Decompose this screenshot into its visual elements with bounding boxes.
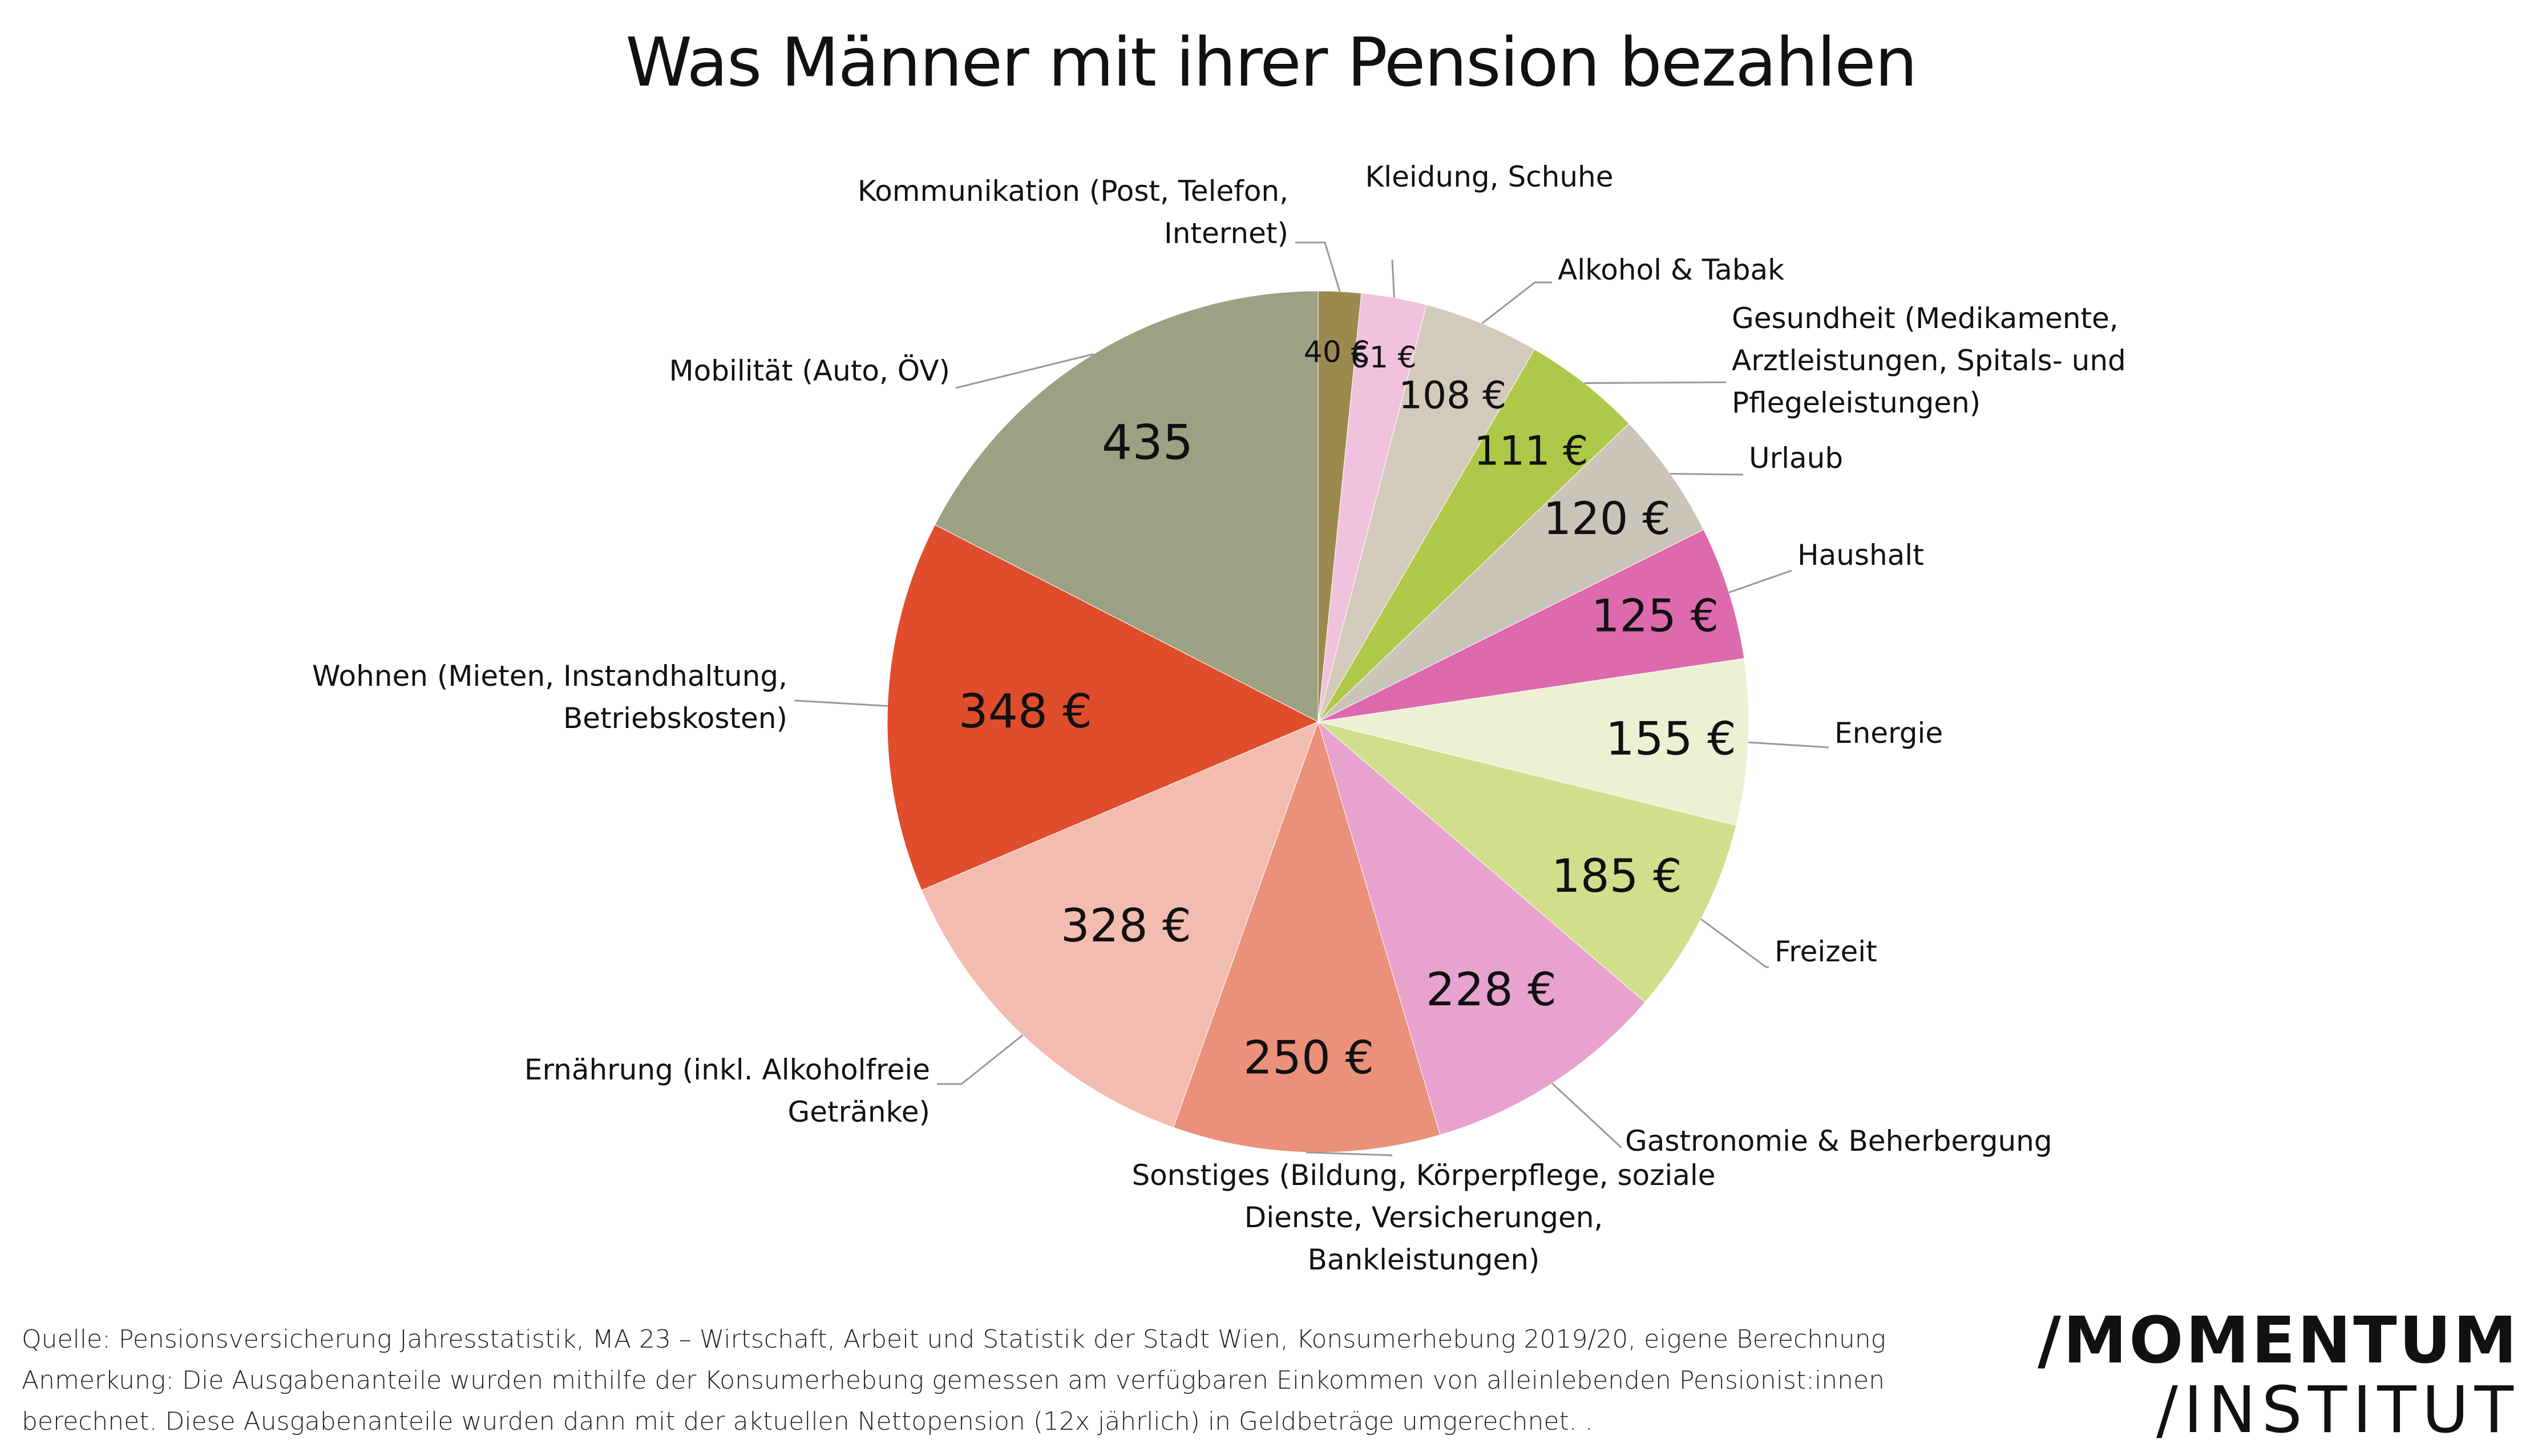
leader-line <box>1551 1082 1623 1148</box>
leader-line <box>1670 472 1744 476</box>
pie-slice <box>1318 304 1535 722</box>
leader-line <box>794 699 888 707</box>
slice-value-label: 111 € <box>1474 428 1588 475</box>
slice-value-label: 125 € <box>1591 591 1719 642</box>
slice-value-label: 120 € <box>1543 494 1671 545</box>
pie-slice <box>1318 721 1646 1135</box>
momentum-institut-logo: /MOMENTUM /INSTITUT <box>2038 1307 2519 1446</box>
source-note: Quelle: Pensionsversicherung Jahresstati… <box>22 1325 1886 1354</box>
slice-category-label: Sonstiges (Bildung, Körperpflege, sozial… <box>1131 1159 1715 1276</box>
remark-note-line-2: berechnet. Diese Ausgabenanteile wurden … <box>22 1407 1593 1436</box>
slice-value-label: 435 <box>1102 415 1193 471</box>
slice-value-label: 250 € <box>1243 1032 1374 1085</box>
leader-line <box>955 353 1094 389</box>
slice-value-label: 348 € <box>959 685 1093 739</box>
slice-value-label: 185 € <box>1551 850 1682 903</box>
remark-note-line-1: Anmerkung: Die Ausgabenanteile wurden mi… <box>22 1366 1885 1395</box>
logo-line-2: /INSTITUT <box>2156 1373 2519 1447</box>
leader-line <box>1700 918 1769 968</box>
slice-category-label: Ernährung (inkl. Alkoholfreie Getränke) <box>524 1053 930 1129</box>
pie-slice <box>1318 529 1745 722</box>
footer-notes: Quelle: Pensionsversicherung Jahresstati… <box>22 1319 1905 1442</box>
slice-category-label: Wohnen (Mieten, Instandhaltung, Betriebsk… <box>312 660 787 735</box>
chart-title: Was Männer mit ihrer Pension bezahlen <box>625 23 1917 102</box>
slice-category-label: Energie <box>1834 717 1943 750</box>
slice-category-label: Kleidung, Schuhe <box>1365 160 1613 193</box>
leader-line <box>1584 381 1727 385</box>
slice-value-label: 108 € <box>1399 374 1506 418</box>
slice-category-label: Urlaub <box>1749 442 1843 475</box>
slice-category-label: Freizeit <box>1775 935 1877 968</box>
pie-slices <box>887 290 1749 1153</box>
pie-slice <box>1318 658 1749 826</box>
slice-value-label: 40 € <box>1304 335 1370 370</box>
slice-value-label: 228 € <box>1426 963 1557 1016</box>
slice-value-label: 61 € <box>1351 341 1417 375</box>
leader-line <box>937 1034 1024 1085</box>
leader-line <box>1306 1151 1393 1156</box>
slice-category-label: Mobilität (Auto, ÖV) <box>669 354 950 387</box>
pie-slice <box>934 290 1319 722</box>
logo-line-1: /MOMENTUM <box>2037 1304 2519 1378</box>
value-labels: 40 €61 €108 € 111 € 120 € 125 € 155 € 185 € 22… <box>959 335 1736 1085</box>
slice-category-label: Alkohol & Tabak <box>1558 253 1784 286</box>
leader-line <box>1391 259 1395 298</box>
leader-lines <box>794 241 1829 1156</box>
slice-value-label: 155 € <box>1606 713 1736 766</box>
leader-line <box>1481 281 1552 325</box>
slice-category-label: Kommunikation (Post, Telefon, Internet) <box>858 175 1288 250</box>
leader-line <box>1748 741 1829 749</box>
slice-category-label: Gastronomie & Beherbergung <box>1625 1125 2052 1158</box>
slice-category-label: Haushalt <box>1797 539 1924 572</box>
leader-line <box>1295 241 1341 292</box>
pie-slice <box>887 524 1319 891</box>
leader-line <box>1728 569 1792 593</box>
slice-category-label: Gesundheit (Medikamente, Arztleistungen, … <box>1732 302 2126 419</box>
slice-value-label: 328 € <box>1061 899 1191 952</box>
category-labels: Kommunikation (Post, Telefon, Internet) Kl… <box>312 160 2126 1276</box>
